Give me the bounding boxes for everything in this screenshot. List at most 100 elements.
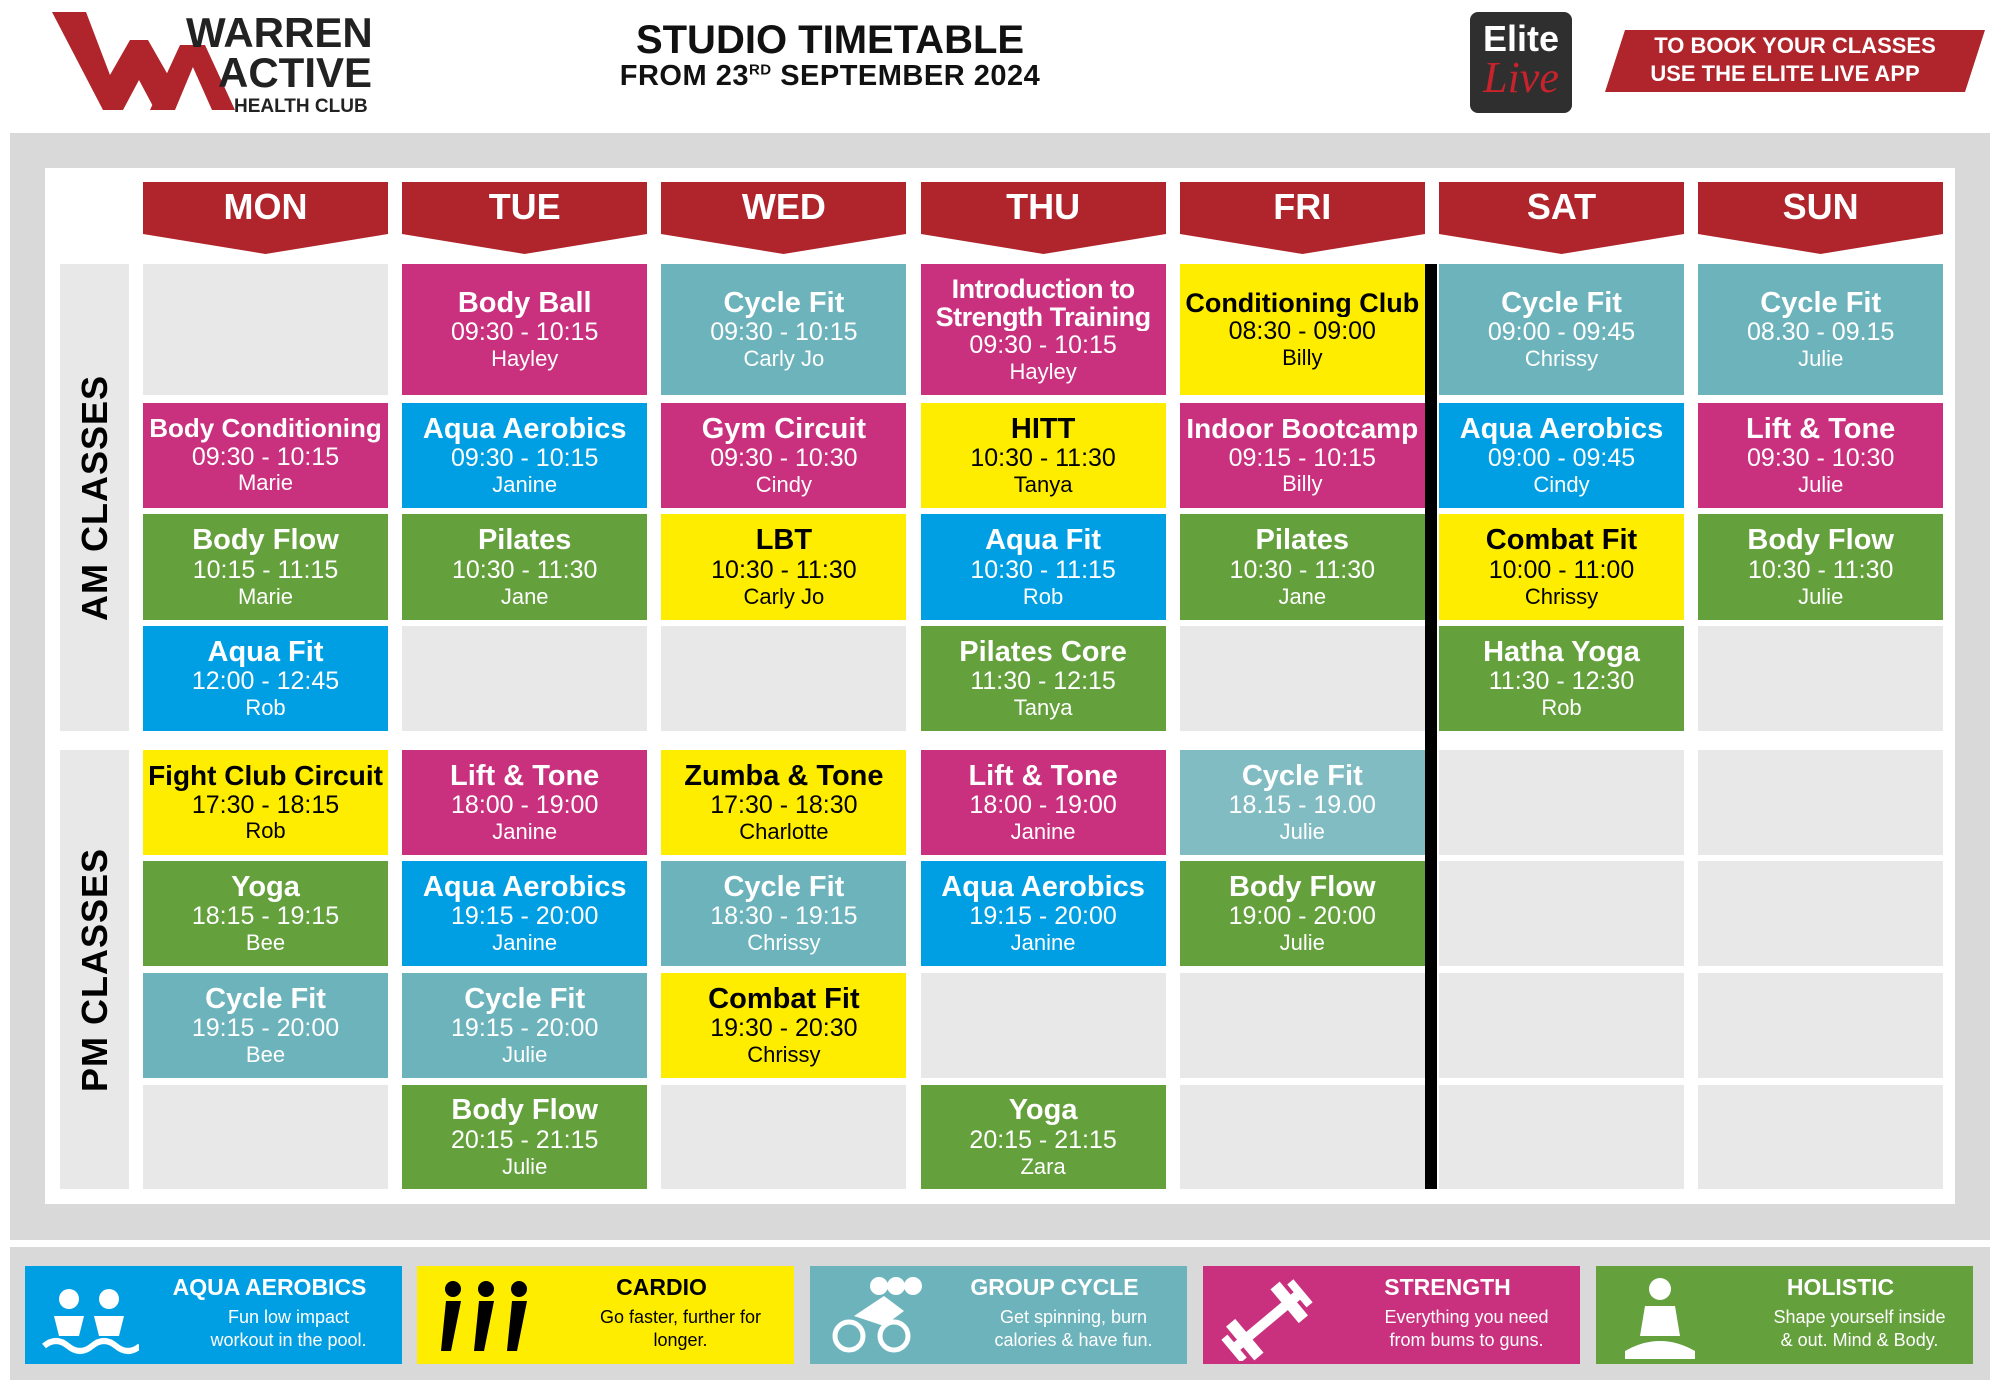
class-name: Combat Fit <box>1485 525 1638 556</box>
empty-slot <box>920 973 1166 1078</box>
class-time: 20:15 - 21:15 <box>451 1125 599 1154</box>
class-time: 19:00 - 20:00 <box>1228 902 1376 931</box>
empty-slot <box>1698 1085 1944 1189</box>
day-label: THU <box>1006 186 1081 227</box>
class-name: Cycle Fit <box>723 871 845 903</box>
section-label-bar: PM CLASSES <box>60 750 129 1189</box>
title: STUDIO TIMETABLE <box>635 18 1025 62</box>
empty-slot <box>1439 861 1684 966</box>
class-name: LBT <box>755 525 813 556</box>
class-instructor: Janine <box>1010 930 1076 955</box>
day-label: FRI <box>1273 186 1332 227</box>
class-instructor: Janine <box>492 472 558 497</box>
class-time: 10:15 - 11:15 <box>192 555 339 584</box>
class-slot: Pilates Core 11:30 - 12:15 Tanya <box>920 626 1166 731</box>
class-instructor: Marie <box>237 583 293 609</box>
class-time: 20:15 - 21:15 <box>969 1125 1117 1154</box>
class-name: Cycle Fit <box>1760 287 1882 319</box>
logo-text: HEALTH CLUB <box>234 96 368 117</box>
legend-item: HOLISTIC Shape yourself inside & out. Min… <box>1596 1266 1973 1364</box>
legend-item: CARDIO Go faster, further for longer. <box>417 1266 794 1364</box>
class-slot: Cycle Fit 19:15 - 20:00 Julie <box>402 973 648 1078</box>
class-slot: Body Conditioning 09:30 - 10:15 Marie <box>143 403 388 508</box>
day-label: MON <box>223 186 308 227</box>
class-instructor: Rob <box>245 818 286 844</box>
empty-slot <box>1179 973 1425 1078</box>
class-slot: Hatha Yoga 11:30 - 12:30 Rob <box>1439 626 1684 731</box>
class-instructor: Julie <box>1798 583 1844 609</box>
legend-title: AQUA AEROBICS <box>172 1274 367 1300</box>
class-instructor: Janine <box>492 930 558 955</box>
class-instructor: Rob <box>245 695 286 720</box>
class-instructor: Jane <box>1278 583 1327 609</box>
class-name: Body Flow <box>1747 525 1894 556</box>
day-banner <box>402 182 648 254</box>
class-instructor: Chrissy <box>747 1042 821 1067</box>
class-time: 19:30 - 20:30 <box>710 1014 858 1043</box>
class-time: 09:30 - 10:30 <box>1747 444 1895 473</box>
class-name: Introduction to Strength Training <box>935 274 1152 332</box>
subtitle-text: SEPTEMBER 2024 <box>780 60 1041 92</box>
class-time: 18:00 - 19:00 <box>451 791 599 820</box>
class-name: Cycle Fit <box>1501 287 1622 319</box>
class-name: Combat Fit <box>708 983 860 1015</box>
empty-slot <box>1698 861 1944 966</box>
class-instructor: Hayley <box>491 346 559 371</box>
subtitle: FROM 23RD SEPTEMBER 2024 <box>560 60 1100 93</box>
class-name: Lift & Tone <box>1746 413 1896 445</box>
class-name: Aqua Aerobics <box>422 413 627 445</box>
class-slot: Yoga 18:15 - 19:15 Bee <box>143 861 388 966</box>
class-instructor: Bee <box>245 930 286 955</box>
class-time: 11:30 - 12:30 <box>1488 667 1635 696</box>
class-time: 09:30 - 10:15 <box>710 318 858 347</box>
empty-slot <box>143 1085 388 1189</box>
class-instructor: Charlotte <box>739 819 829 844</box>
class-name: Aqua Fit <box>985 525 1102 556</box>
legend-description: Shape yourself inside & out. Mind & Body… <box>1773 1307 1946 1350</box>
class-time: 17:30 - 18:30 <box>710 791 858 820</box>
class-time: 10:30 - 11:30 <box>1229 555 1376 584</box>
class-slot: Aqua Fit 12:00 - 12:45 Rob <box>143 626 388 731</box>
class-time: 10:30 - 11:30 <box>970 444 1116 473</box>
class-time: 09:00 - 09:45 <box>1487 318 1636 347</box>
class-instructor: Julie <box>1798 472 1844 497</box>
booking-text: USE THE ELITE LIVE APP <box>1650 61 1920 86</box>
class-instructor: Tanya <box>1013 472 1073 497</box>
day-label: TUE <box>488 186 561 227</box>
class-name: Pilates <box>1255 525 1350 556</box>
legend-title: GROUP CYCLE <box>970 1274 1139 1300</box>
legend-icon <box>832 1277 922 1353</box>
class-instructor: Rob <box>1022 583 1064 609</box>
class-time: 11:30 - 12:15 <box>970 667 1116 696</box>
class-name: Cycle Fit <box>205 983 326 1015</box>
class-name: Body Conditioning <box>149 415 382 443</box>
class-time: 19:15 - 20:00 <box>451 902 599 931</box>
class-instructor: Janine <box>1010 819 1076 844</box>
empty-slot <box>143 264 388 395</box>
legend-icon <box>441 1281 527 1351</box>
class-name: Pilates Core <box>959 636 1127 668</box>
class-time: 12:00 - 12:45 <box>191 667 340 696</box>
class-instructor: Cindy <box>755 472 813 497</box>
empty-slot <box>1439 973 1684 1078</box>
class-name: Aqua Aerobics <box>1459 413 1664 445</box>
class-name: Cycle Fit <box>1241 760 1363 792</box>
empty-slot <box>661 1085 907 1189</box>
class-slot: Cycle Fit 08.30 - 09.15 Julie <box>1698 264 1944 395</box>
day-banner <box>1179 182 1425 254</box>
class-name: Yoga <box>1008 1095 1078 1126</box>
class-time: 09:30 - 10:15 <box>191 442 340 471</box>
class-instructor: Rob <box>1541 695 1582 720</box>
class-time: 09:00 - 09:45 <box>1487 444 1636 473</box>
empty-slot <box>1179 626 1425 731</box>
class-name: Indoor Bootcamp <box>1186 414 1419 444</box>
empty-slot <box>1439 750 1684 855</box>
class-slot: Indoor Bootcamp 09:15 - 10:15 Billy <box>1179 403 1425 508</box>
legend-title: STRENGTH <box>1384 1274 1511 1300</box>
class-instructor: Janine <box>492 819 558 844</box>
class-time: 19:15 - 20:00 <box>969 902 1117 931</box>
class-instructor: Julie <box>502 1042 548 1067</box>
day-banner <box>920 182 1166 254</box>
class-time: 18:30 - 19:15 <box>710 902 858 931</box>
